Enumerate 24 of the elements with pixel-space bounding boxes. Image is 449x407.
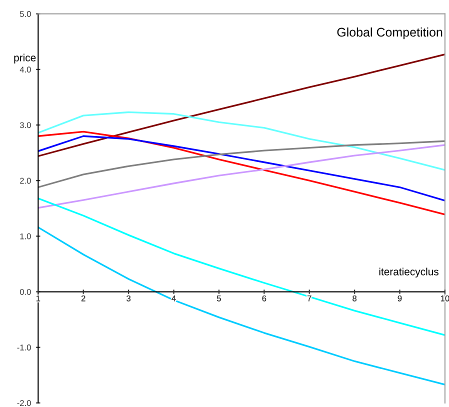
x-tick-label: 5 [216, 296, 221, 302]
x-tick-label: 3 [126, 295, 131, 302]
x-tick-label: 2 [81, 295, 86, 302]
y-tick-label: 3.0 [20, 122, 31, 128]
x-tick-label: 8 [352, 295, 357, 302]
line-series [38, 140, 445, 188]
x-tick-label: 6 [262, 295, 266, 302]
y-tick-label: 4.0 [20, 66, 31, 73]
y-tick-label: 5.0 [20, 11, 31, 17]
x-axis-title: iteratiecyclus [379, 268, 438, 278]
x-tick-label: 9 [398, 295, 402, 302]
y-tick-label: 0.0 [20, 288, 31, 295]
text: Global Competition [337, 27, 442, 40]
y-tick-label: 2.0 [20, 178, 31, 184]
line-series [38, 130, 445, 216]
line-series [38, 135, 445, 202]
y-tick-label: -2.0 [17, 400, 31, 406]
x-tick-label: 10 [440, 295, 449, 302]
line-series [38, 54, 445, 157]
y-tick-label: 1.0 [20, 233, 31, 240]
line-series [38, 144, 445, 209]
y-axis-title: price [14, 54, 36, 64]
line-series [38, 111, 445, 171]
y-tick-label: -1.0 [17, 344, 31, 350]
